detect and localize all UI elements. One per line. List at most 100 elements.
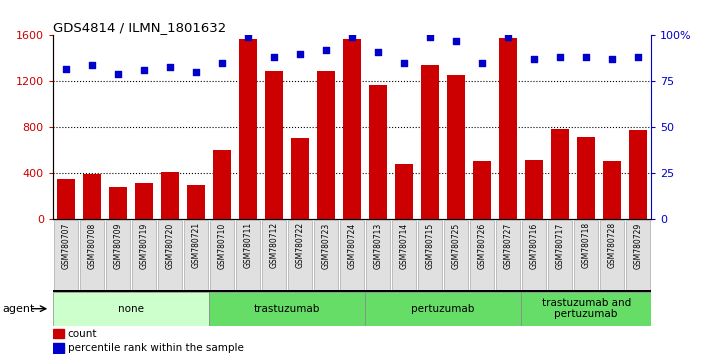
FancyBboxPatch shape xyxy=(627,220,650,290)
FancyBboxPatch shape xyxy=(237,220,260,290)
Point xyxy=(607,57,618,62)
Bar xyxy=(53,343,63,353)
FancyBboxPatch shape xyxy=(574,220,598,290)
Point xyxy=(503,34,514,40)
Text: GSM780725: GSM780725 xyxy=(451,222,460,269)
Bar xyxy=(108,187,127,219)
Text: percentile rank within the sample: percentile rank within the sample xyxy=(68,343,244,353)
Text: GDS4814 / ILMN_1801632: GDS4814 / ILMN_1801632 xyxy=(53,21,226,34)
FancyBboxPatch shape xyxy=(80,220,103,290)
Bar xyxy=(629,130,647,219)
Text: GSM780713: GSM780713 xyxy=(374,222,382,269)
Point xyxy=(86,62,97,68)
Text: GSM780727: GSM780727 xyxy=(503,222,513,269)
Text: GSM780717: GSM780717 xyxy=(555,222,565,269)
Bar xyxy=(161,172,179,219)
Point xyxy=(320,47,332,53)
Bar xyxy=(421,65,439,219)
Bar xyxy=(317,71,335,219)
Bar xyxy=(187,185,205,219)
Text: GSM780719: GSM780719 xyxy=(139,222,149,269)
Text: GSM780729: GSM780729 xyxy=(634,222,643,269)
Bar xyxy=(291,138,309,219)
Text: GSM780708: GSM780708 xyxy=(87,222,96,269)
Bar xyxy=(499,38,517,219)
Text: GSM780722: GSM780722 xyxy=(296,222,304,268)
Bar xyxy=(369,85,387,219)
FancyBboxPatch shape xyxy=(262,220,286,290)
FancyBboxPatch shape xyxy=(392,220,416,290)
Point xyxy=(164,64,175,69)
Text: GSM780714: GSM780714 xyxy=(400,222,408,269)
Text: GSM780726: GSM780726 xyxy=(477,222,486,269)
Point xyxy=(268,55,279,60)
Bar xyxy=(265,71,283,219)
Text: GSM780728: GSM780728 xyxy=(608,222,617,268)
Text: GSM780716: GSM780716 xyxy=(529,222,539,269)
Point xyxy=(112,71,123,77)
FancyBboxPatch shape xyxy=(209,292,365,326)
FancyBboxPatch shape xyxy=(210,220,234,290)
Bar xyxy=(447,74,465,219)
Text: trastuzumab: trastuzumab xyxy=(253,304,320,314)
Text: GSM780715: GSM780715 xyxy=(425,222,434,269)
Bar xyxy=(213,150,231,219)
Text: GSM780718: GSM780718 xyxy=(582,222,591,268)
FancyBboxPatch shape xyxy=(470,220,494,290)
FancyBboxPatch shape xyxy=(444,220,467,290)
FancyBboxPatch shape xyxy=(496,220,520,290)
Bar xyxy=(239,39,257,219)
Point xyxy=(190,69,201,75)
Point xyxy=(216,60,227,66)
Text: GSM780709: GSM780709 xyxy=(113,222,122,269)
Point xyxy=(294,51,306,57)
Text: GSM780723: GSM780723 xyxy=(322,222,330,269)
FancyBboxPatch shape xyxy=(184,220,208,290)
FancyBboxPatch shape xyxy=(53,292,209,326)
FancyBboxPatch shape xyxy=(366,220,390,290)
Point xyxy=(242,34,253,40)
Bar xyxy=(525,160,543,219)
FancyBboxPatch shape xyxy=(365,292,521,326)
Text: pertuzumab: pertuzumab xyxy=(411,304,474,314)
Text: GSM780710: GSM780710 xyxy=(218,222,227,269)
FancyBboxPatch shape xyxy=(601,220,624,290)
Point xyxy=(529,57,540,62)
Point xyxy=(451,38,462,44)
Text: GSM780720: GSM780720 xyxy=(165,222,175,269)
Point xyxy=(138,68,149,73)
Point xyxy=(398,60,410,66)
Point xyxy=(425,34,436,40)
Bar xyxy=(603,161,622,219)
Bar xyxy=(53,329,63,338)
Bar xyxy=(395,164,413,219)
Bar xyxy=(343,39,361,219)
Bar xyxy=(57,179,75,219)
Bar xyxy=(134,183,153,219)
Text: agent: agent xyxy=(3,304,35,314)
FancyBboxPatch shape xyxy=(132,220,156,290)
Point xyxy=(60,66,71,72)
Text: none: none xyxy=(118,304,144,314)
FancyBboxPatch shape xyxy=(54,220,77,290)
FancyBboxPatch shape xyxy=(522,220,546,290)
Text: GSM780707: GSM780707 xyxy=(61,222,70,269)
FancyBboxPatch shape xyxy=(158,220,182,290)
Bar xyxy=(551,129,570,219)
Point xyxy=(633,55,644,60)
Bar xyxy=(83,174,101,219)
Bar xyxy=(473,161,491,219)
FancyBboxPatch shape xyxy=(106,220,130,290)
FancyBboxPatch shape xyxy=(314,220,338,290)
Text: GSM780712: GSM780712 xyxy=(270,222,279,268)
Text: trastuzumab and
pertuzumab: trastuzumab and pertuzumab xyxy=(541,298,631,320)
FancyBboxPatch shape xyxy=(548,220,572,290)
Point xyxy=(477,60,488,66)
FancyBboxPatch shape xyxy=(418,220,442,290)
Bar xyxy=(577,137,596,219)
Text: GSM780711: GSM780711 xyxy=(244,222,253,268)
FancyBboxPatch shape xyxy=(521,292,651,326)
Text: GSM780724: GSM780724 xyxy=(348,222,356,269)
Text: count: count xyxy=(68,329,97,339)
Point xyxy=(555,55,566,60)
